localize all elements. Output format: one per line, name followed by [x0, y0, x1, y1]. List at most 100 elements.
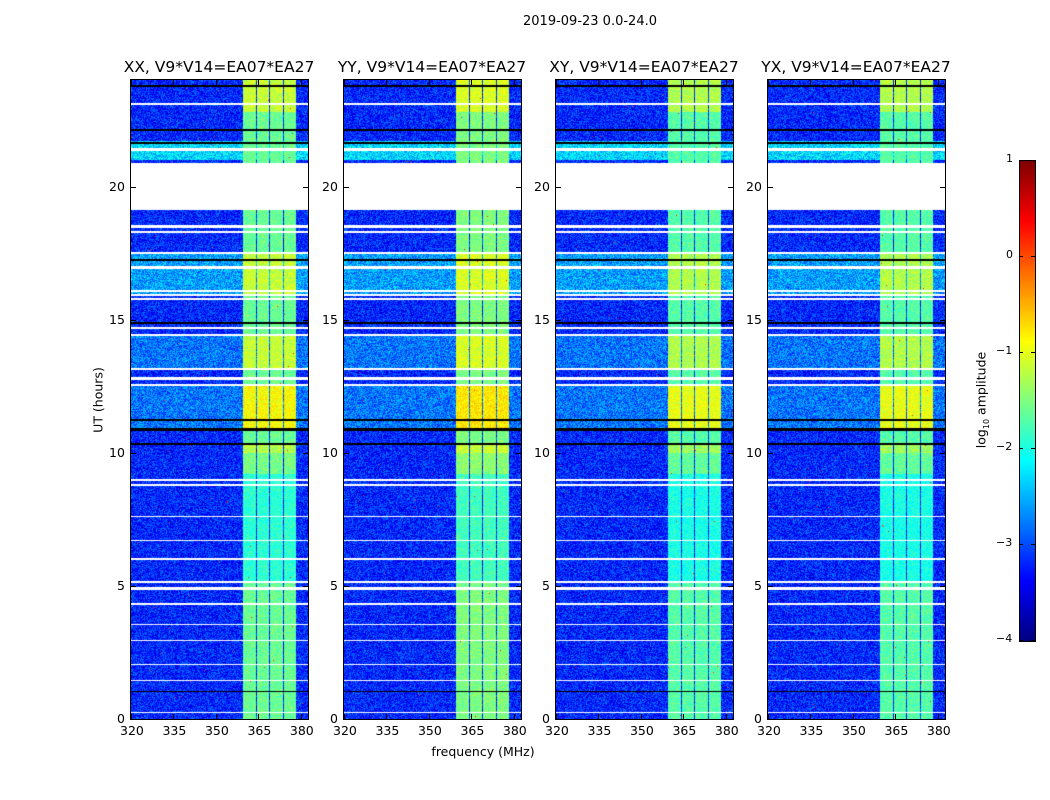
x-tick-label: 350 [629, 723, 654, 738]
x-tick-mark [810, 714, 812, 719]
y-tick-label: 15 [322, 311, 338, 327]
colorbar-tick-label: −2 [996, 440, 1013, 453]
y-tick-mark [303, 186, 308, 188]
x-tick-label: 335 [587, 723, 612, 738]
y-tick-mark [303, 452, 308, 454]
colorbar [1019, 160, 1036, 642]
y-tick-mark [516, 585, 521, 587]
heatmap-panel-yx [767, 79, 946, 720]
x-tick-mark [725, 714, 727, 719]
x-tick-mark [258, 714, 260, 719]
y-tick-mark [768, 719, 773, 720]
waterfall-image [556, 80, 733, 719]
y-tick-label: 20 [109, 178, 125, 194]
colorbar-tick-mark [1019, 640, 1023, 641]
colorbar-label-rest: amplitude [973, 351, 989, 419]
y-tick-label: 5 [330, 577, 338, 593]
y-tick-label: 10 [109, 444, 125, 460]
x-tick-mark [300, 80, 302, 85]
x-tick-mark [598, 80, 600, 85]
heatmap-panel-xy [555, 79, 734, 720]
x-tick-label: 350 [417, 723, 442, 738]
panel-title: XY, V9*V14=EA07*EA27 [549, 58, 739, 76]
y-tick-mark [940, 719, 945, 720]
y-tick-mark [728, 719, 733, 720]
y-tick-label: 0 [117, 711, 125, 726]
colorbar-tick-mark [1031, 352, 1035, 353]
x-tick-mark [937, 80, 939, 85]
colorbar-label-subscript: 10 [981, 418, 991, 430]
y-tick-mark [768, 319, 773, 321]
x-tick-mark [556, 80, 557, 85]
y-tick-label: 0 [330, 711, 338, 726]
y-tick-mark [768, 452, 773, 454]
colorbar-tick-label: 1 [1006, 152, 1013, 165]
y-tick-mark [728, 186, 733, 188]
y-tick-mark [728, 585, 733, 587]
colorbar-tick-mark [1019, 448, 1023, 449]
x-tick-mark [895, 714, 897, 719]
x-tick-mark [768, 80, 769, 85]
x-tick-label: 350 [204, 723, 229, 738]
colorbar-tick-mark [1031, 544, 1035, 545]
y-tick-mark [556, 319, 561, 321]
y-tick-mark [344, 585, 349, 587]
y-tick-mark [344, 186, 349, 188]
x-tick-label: 335 [799, 723, 824, 738]
x-tick-mark [937, 714, 939, 719]
y-tick-mark [768, 585, 773, 587]
y-tick-mark [556, 585, 561, 587]
panel-title: YX, V9*V14=EA07*EA27 [761, 58, 951, 76]
y-tick-label: 5 [117, 577, 125, 593]
y-tick-label: 10 [746, 444, 762, 460]
x-tick-label: 380 [926, 723, 951, 738]
x-tick-label: 380 [289, 723, 314, 738]
y-tick-mark [303, 319, 308, 321]
y-tick-mark [516, 452, 521, 454]
colorbar-tick-mark [1031, 448, 1035, 449]
x-tick-mark [556, 714, 557, 719]
colorbar-tick-label: −3 [996, 536, 1013, 549]
x-tick-mark [215, 714, 217, 719]
colorbar-tick-label: −1 [996, 344, 1013, 357]
y-tick-mark [940, 319, 945, 321]
x-tick-mark [895, 80, 897, 85]
colorbar-tick-mark [1019, 352, 1023, 353]
x-tick-mark [513, 714, 515, 719]
panel-title: YY, V9*V14=EA07*EA27 [337, 58, 527, 76]
y-tick-label: 15 [534, 311, 550, 327]
x-tick-mark [471, 80, 473, 85]
y-tick-mark [303, 585, 308, 587]
y-tick-mark [344, 319, 349, 321]
y-tick-mark [728, 452, 733, 454]
x-tick-mark [768, 714, 769, 719]
x-tick-mark [344, 714, 345, 719]
y-tick-mark [940, 452, 945, 454]
x-tick-mark [428, 714, 430, 719]
x-tick-label: 350 [841, 723, 866, 738]
x-tick-mark [852, 714, 854, 719]
colorbar-tick-mark [1031, 160, 1035, 161]
colorbar-tick-label: 0 [1006, 248, 1013, 261]
x-tick-label: 380 [714, 723, 739, 738]
x-tick-mark [300, 714, 302, 719]
colorbar-label-log: log [973, 429, 989, 449]
heatmap-panel-xx [130, 79, 309, 720]
x-tick-mark [131, 80, 132, 85]
waterfall-image [344, 80, 521, 719]
x-tick-mark [428, 80, 430, 85]
y-tick-mark [131, 319, 136, 321]
x-tick-mark [173, 80, 175, 85]
y-tick-label: 15 [109, 311, 125, 327]
y-tick-mark [516, 319, 521, 321]
x-tick-label: 320 [120, 723, 144, 738]
x-tick-mark [471, 714, 473, 719]
y-tick-mark [556, 186, 561, 188]
x-tick-mark [683, 714, 685, 719]
y-tick-mark [344, 719, 349, 720]
colorbar-tick-mark [1019, 256, 1023, 257]
y-tick-label: 0 [542, 711, 550, 726]
colorbar-gradient [1020, 161, 1035, 641]
x-tick-mark [513, 80, 515, 85]
